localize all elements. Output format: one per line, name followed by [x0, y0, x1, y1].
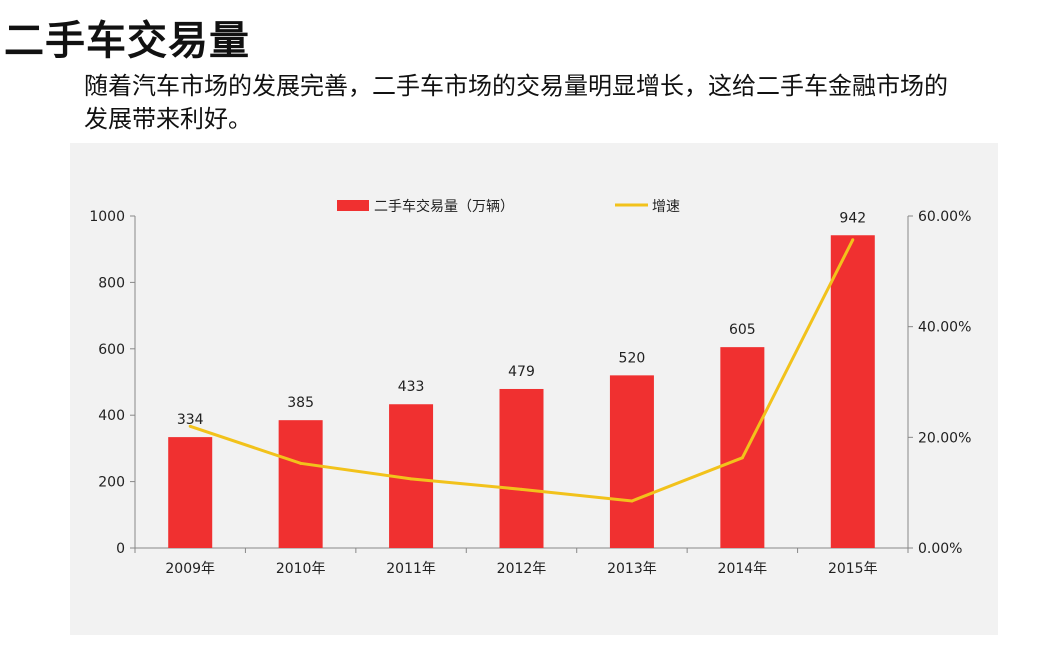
bar-data-label: 520 [619, 350, 646, 366]
growth-point [409, 477, 413, 481]
growth-point [630, 499, 634, 503]
left-tick-label: 0 [116, 541, 125, 557]
left-tick-label: 200 [98, 475, 125, 491]
bar-data-label: 433 [398, 379, 425, 395]
growth-point [188, 424, 192, 428]
right-tick-label: 40.00% [918, 320, 971, 336]
x-tick-label: 2012年 [497, 561, 547, 577]
left-tick-label: 600 [98, 342, 125, 358]
growth-point [740, 456, 744, 460]
x-tick-label: 2014年 [718, 561, 768, 577]
left-tick-label: 400 [98, 408, 125, 424]
right-tick-label: 0.00% [918, 541, 962, 557]
left-tick-label: 1000 [89, 209, 125, 225]
legend-swatch-volume [337, 200, 369, 211]
bar-data-label: 942 [839, 210, 866, 226]
page-title: 二手车交易量 [4, 18, 250, 64]
growth-point [299, 461, 303, 465]
bar [278, 420, 323, 548]
right-tick-label: 60.00% [918, 209, 971, 225]
legend-label-volume: 二手车交易量（万辆） [374, 198, 514, 215]
bar-data-label: 605 [729, 322, 756, 338]
legend-label-growth: 增速 [652, 199, 680, 215]
x-tick-label: 2010年 [276, 561, 326, 577]
x-tick-label: 2009年 [165, 561, 215, 577]
bar [830, 235, 875, 549]
x-tick-label: 2011年 [386, 561, 436, 577]
growth-point [851, 238, 855, 242]
left-tick-label: 800 [98, 275, 125, 291]
bar-data-label: 479 [508, 364, 535, 380]
right-tick-label: 20.00% [918, 430, 971, 446]
bar [168, 437, 213, 548]
bar-data-label: 334 [177, 412, 204, 428]
bar [609, 375, 654, 548]
x-tick-label: 2015年 [828, 561, 878, 577]
bar [499, 388, 544, 548]
bar-data-label: 385 [287, 395, 314, 411]
bar [720, 347, 765, 548]
page-subtitle: 随着汽车市场的发展完善，二手车市场的交易量明显增长，这给二手车金融市场的发展带来… [84, 72, 948, 133]
growth-point [520, 487, 523, 491]
x-tick-label: 2013年 [607, 561, 657, 577]
